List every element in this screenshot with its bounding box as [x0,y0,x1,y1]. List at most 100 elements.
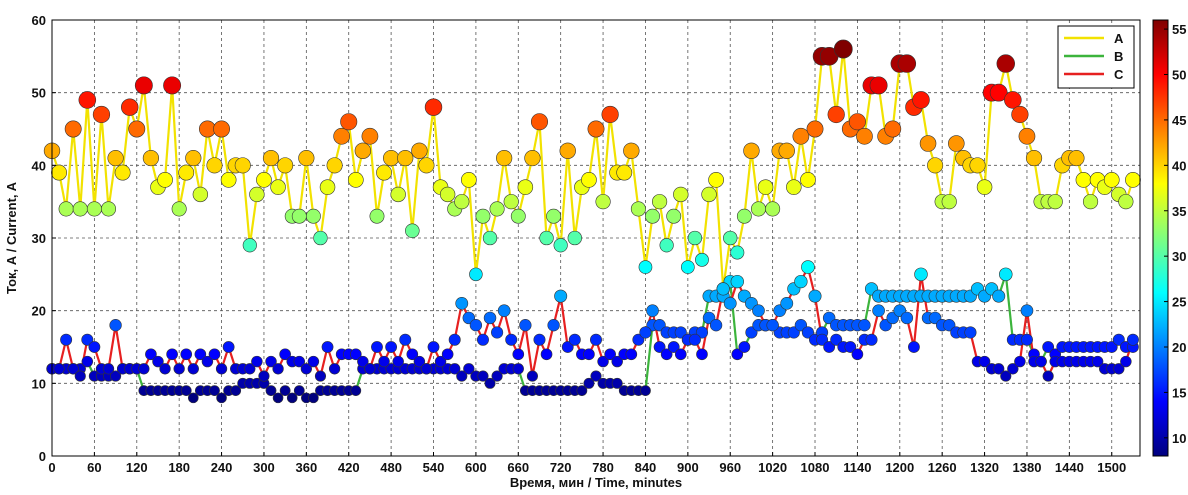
data-point-a [601,105,619,124]
data-point-c [696,348,708,361]
data-point-a [313,230,328,246]
data-point-a [262,149,280,167]
data-point-c [908,341,920,353]
x-tick-label: 1260 [928,460,957,475]
data-point-a [927,157,944,174]
data-point-c [872,304,885,317]
data-point-a [171,201,187,217]
x-tick-label: 240 [211,460,233,475]
data-point-a [114,164,131,181]
colorbar-tick-label: 10 [1172,431,1186,446]
data-point-c [187,363,199,375]
data-point-a [736,208,752,224]
series-line-a [50,47,1134,290]
data-point-b [576,385,588,396]
data-point-c [328,363,341,375]
data-point-a [460,172,477,188]
data-point-b [81,355,94,368]
data-point-b [858,319,871,332]
data-point-a [941,194,957,210]
data-point-c [109,319,122,332]
x-tick-label: 1320 [970,460,999,475]
data-point-a [1025,149,1043,167]
data-point-c [526,370,538,382]
data-point-c [476,333,489,346]
data-point-a [234,157,251,174]
data-point-b [738,341,751,353]
data-point-c [1035,355,1047,368]
data-point-b [279,385,291,396]
data-point-c [505,333,518,346]
data-point-c [1113,363,1125,375]
data-point-c [244,363,256,375]
data-point-a [86,201,102,217]
data-point-b [611,377,623,389]
data-point-c [88,341,101,353]
data-point-c [60,333,73,346]
grid [52,20,1140,456]
data-point-a [687,230,703,246]
x-tick-label: 1020 [758,460,787,475]
data-point-b [999,267,1013,282]
x-tick-label: 780 [592,460,614,475]
data-point-a [708,172,724,188]
data-point-a [559,142,576,159]
data-point-c [540,348,553,361]
data-point-c [81,333,94,346]
data-markers [43,39,1141,404]
x-tick-label: 1440 [1055,460,1084,475]
x-tick-label: 180 [168,460,190,475]
data-point-c [215,363,228,375]
data-point-c [371,341,383,353]
data-point-a [454,194,470,210]
colorbar-tick-label: 45 [1172,113,1186,128]
data-point-c [392,355,404,368]
data-point-a [333,127,351,145]
data-point-c [865,333,878,346]
x-tick-label: 1380 [1013,460,1042,475]
data-point-a [546,208,562,224]
data-point-c [357,355,369,368]
x-tick-label: 480 [380,460,402,475]
data-point-a [833,39,853,59]
data-point-c [914,267,928,282]
colorbar-tick-label: 40 [1172,158,1186,173]
data-point-a [220,172,237,188]
data-point-c [413,355,426,368]
data-point-a [178,164,195,181]
x-tick-label: 720 [550,460,572,475]
data-point-a [510,208,526,224]
data-point-a [128,120,146,138]
data-point-a [996,54,1015,73]
x-tick-label: 600 [465,460,487,475]
data-point-c [583,348,595,361]
legend-label-a: A [1114,31,1124,46]
data-point-a [390,186,406,203]
data-point-c [420,363,433,375]
data-point-a [277,157,294,174]
data-point-c [265,355,277,368]
y-tick-label: 40 [32,158,46,173]
x-tick-label: 1140 [843,460,871,475]
data-point-c [208,348,221,361]
data-point-a [1082,194,1099,210]
series-lines [50,47,1134,399]
x-tick-label: 0 [48,460,55,475]
data-point-c [1007,363,1019,375]
data-point-a [1004,91,1022,109]
data-point-c [53,363,65,375]
data-point-a [256,172,272,188]
data-point-a [659,238,674,253]
y-tick-label: 60 [32,13,46,28]
data-point-a [206,157,223,174]
colorbar-tick-label: 50 [1172,68,1186,83]
data-point-a [134,76,153,95]
data-point-c [512,348,525,361]
data-point-b [1042,341,1055,353]
x-tick-label: 960 [719,460,741,475]
x-tick-label: 660 [507,460,529,475]
data-point-a [743,142,760,159]
data-point-a [553,238,568,253]
data-point-c [709,319,723,332]
